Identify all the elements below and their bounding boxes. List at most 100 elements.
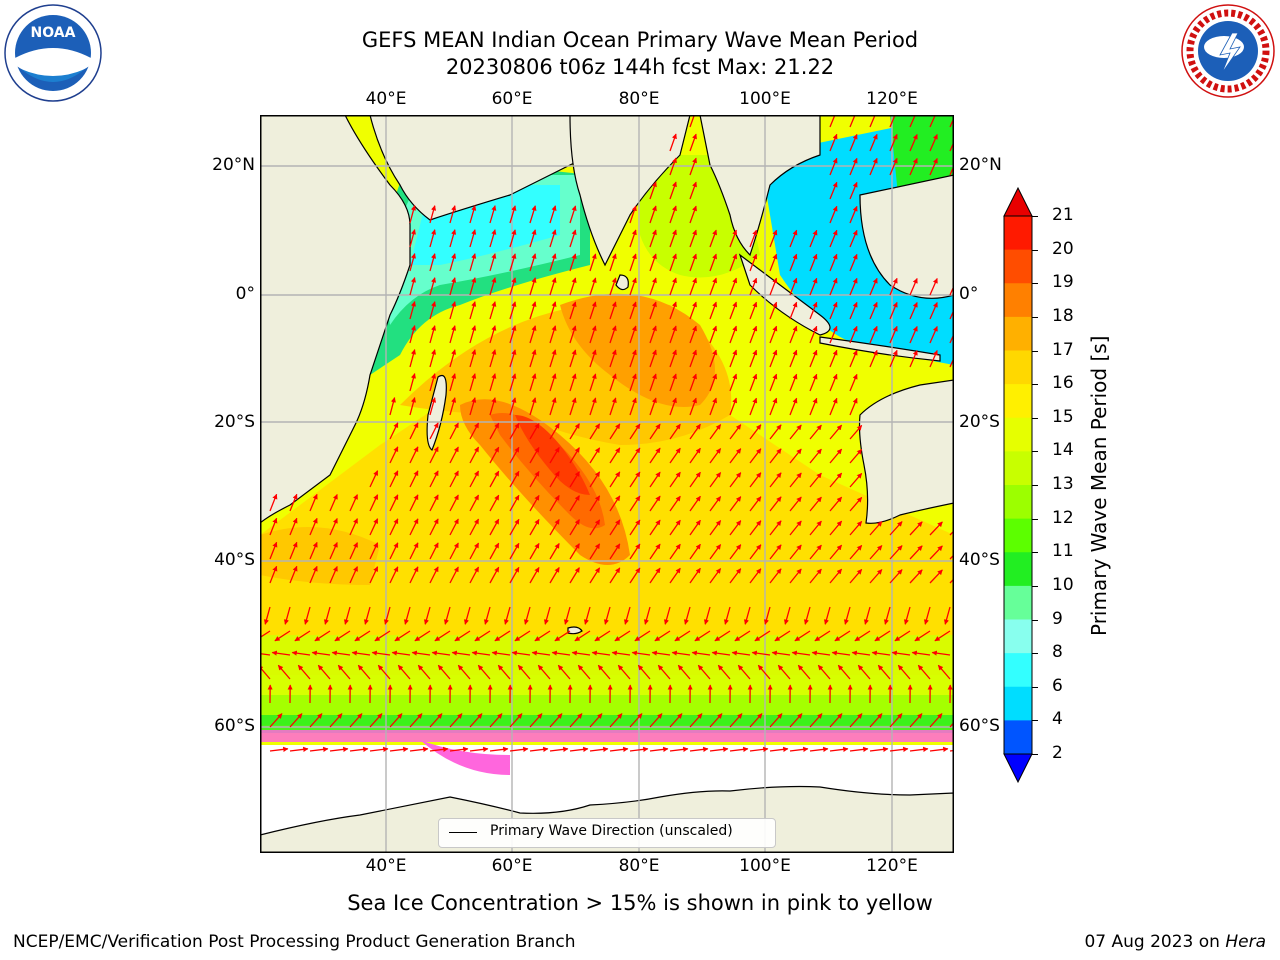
wave-arrow bbox=[529, 253, 537, 272]
wave-arrow bbox=[894, 630, 911, 642]
wave-arrow bbox=[529, 713, 543, 728]
wave-arrow bbox=[729, 448, 742, 464]
lon-label-bottom: 100°E bbox=[739, 856, 791, 876]
colorbar-tick-label: 17 bbox=[1052, 339, 1074, 360]
wave-arrow bbox=[614, 630, 631, 642]
wave-arrow bbox=[309, 746, 329, 752]
wave-arrow bbox=[429, 518, 439, 536]
wave-arrow bbox=[529, 229, 537, 248]
wave-arrow bbox=[789, 520, 802, 536]
wave-arrow bbox=[869, 545, 883, 560]
map-legend: Primary Wave Direction (unscaled) bbox=[438, 818, 776, 848]
wave-arrow bbox=[789, 397, 798, 416]
wave-arrow bbox=[609, 253, 617, 272]
wave-arrow bbox=[649, 519, 661, 536]
wave-arrow bbox=[669, 423, 681, 440]
wave-arrow bbox=[569, 229, 577, 248]
wave-arrow bbox=[749, 253, 758, 272]
wave-arrow bbox=[374, 630, 391, 642]
wave-arrow bbox=[709, 253, 718, 272]
wave-arrow bbox=[589, 423, 601, 440]
wave-arrow bbox=[449, 253, 457, 272]
wave-arrow bbox=[489, 229, 497, 248]
wave-arrow bbox=[831, 650, 851, 656]
wave-arrow bbox=[869, 277, 878, 296]
colorbar-tick-label: 2 bbox=[1052, 743, 1063, 763]
wave-arrow bbox=[589, 447, 601, 464]
wave-arrow bbox=[551, 650, 571, 656]
wave-arrow bbox=[569, 349, 577, 368]
wave-arrow bbox=[669, 349, 677, 368]
wave-arrow bbox=[489, 253, 497, 272]
wave-arrow bbox=[809, 397, 818, 416]
wave-arrow bbox=[549, 349, 557, 368]
wave-arrow bbox=[589, 349, 597, 368]
lat-label-left: 20°S bbox=[214, 412, 255, 432]
wave-arrow bbox=[889, 713, 903, 728]
wave-arrow bbox=[489, 349, 497, 368]
wave-arrow bbox=[411, 650, 431, 656]
wave-arrow bbox=[409, 518, 419, 536]
wave-arrow bbox=[634, 630, 651, 642]
wave-arrow bbox=[903, 606, 911, 625]
wave-arrow bbox=[509, 349, 517, 368]
wave-arrow bbox=[729, 544, 742, 560]
wave-arrow bbox=[574, 630, 591, 642]
wave-arrow bbox=[849, 746, 869, 752]
wave-arrow bbox=[491, 650, 511, 656]
wave-arrow bbox=[329, 494, 338, 512]
wave-arrow bbox=[409, 494, 419, 512]
wave-arrow bbox=[689, 181, 697, 200]
wave-arrow bbox=[369, 518, 379, 536]
colorbar-segment bbox=[1004, 350, 1032, 385]
colorbar-segment bbox=[1004, 720, 1032, 755]
wave-arrow bbox=[417, 664, 431, 680]
colorbar-segment bbox=[1004, 552, 1032, 587]
wave-arrow bbox=[729, 349, 738, 368]
wave-arrow bbox=[509, 397, 517, 416]
wave-arrow bbox=[429, 205, 437, 224]
wave-arrow bbox=[629, 471, 641, 488]
wave-arrow bbox=[409, 277, 416, 296]
wave-arrow bbox=[874, 630, 891, 642]
wave-arrow bbox=[349, 566, 358, 584]
wave-arrow bbox=[549, 277, 557, 296]
wave-arrow bbox=[569, 373, 577, 392]
wave-arrow bbox=[629, 229, 637, 248]
wave-arrow bbox=[749, 424, 762, 440]
wave-arrow bbox=[929, 746, 949, 752]
wave-arrow bbox=[309, 493, 318, 512]
wave-arrow bbox=[803, 606, 811, 625]
wave-arrow bbox=[609, 447, 621, 464]
wave-arrow bbox=[817, 664, 831, 680]
legend-line-sample bbox=[449, 832, 477, 833]
wave-arrow bbox=[797, 664, 811, 680]
wave-arrow bbox=[323, 606, 331, 625]
wave-arrow bbox=[569, 447, 580, 464]
colorbar-tick-mark bbox=[1032, 350, 1038, 352]
wave-arrow bbox=[669, 253, 677, 272]
wave-arrow bbox=[369, 566, 379, 584]
noaa-logo-text: NOAA bbox=[31, 25, 76, 41]
wave-arrow bbox=[331, 650, 351, 656]
wave-arrow bbox=[569, 471, 580, 488]
wave-arrow bbox=[937, 664, 951, 680]
colorbar-segment bbox=[1004, 384, 1032, 419]
wave-arrow bbox=[769, 496, 782, 512]
wave-arrow bbox=[569, 325, 577, 344]
wave-arrow bbox=[294, 630, 311, 642]
wave-arrow bbox=[649, 229, 657, 248]
wave-arrow bbox=[369, 494, 379, 512]
wave-arrow bbox=[809, 520, 822, 536]
wave-arrow bbox=[389, 518, 399, 536]
wave-arrow bbox=[931, 650, 951, 656]
wave-arrow bbox=[769, 568, 782, 584]
colorbar-tick-mark bbox=[1032, 216, 1038, 217]
wave-arrow bbox=[489, 397, 497, 416]
wave-arrow bbox=[749, 277, 758, 296]
colorbar-tick-mark bbox=[1032, 384, 1038, 386]
wave-arrow bbox=[669, 447, 681, 464]
colorbar-tick-mark bbox=[1032, 653, 1038, 655]
wave-arrow bbox=[703, 606, 711, 625]
wave-arrow bbox=[509, 205, 517, 224]
